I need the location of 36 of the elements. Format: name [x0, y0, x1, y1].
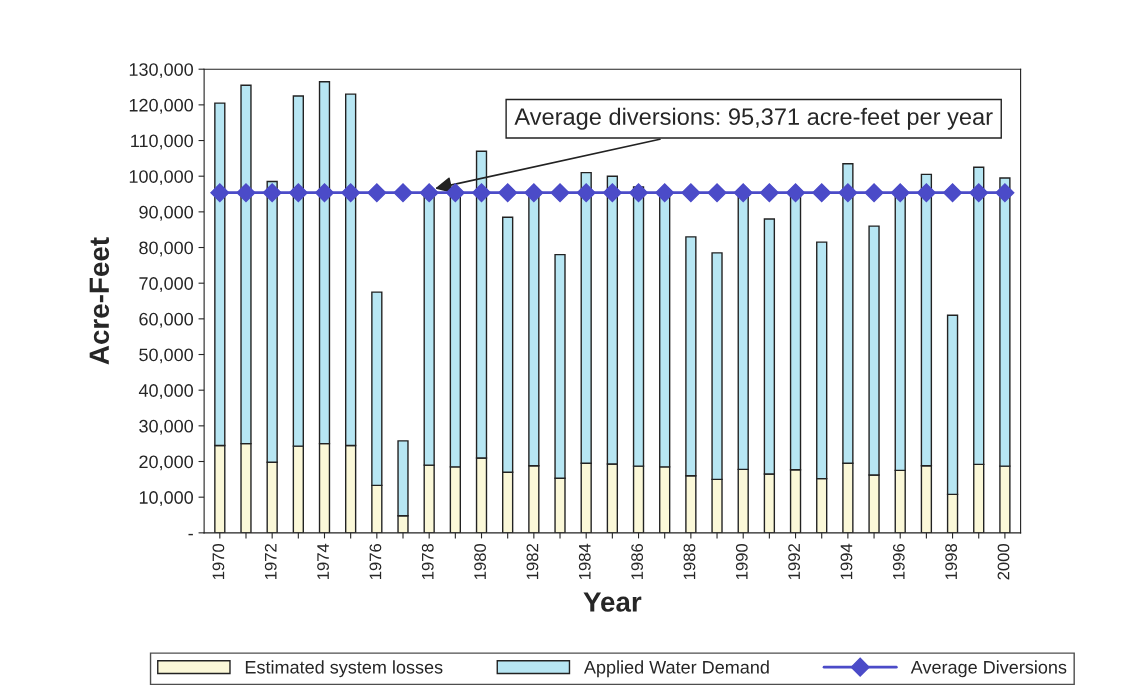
x-tick-label: 1970 — [212, 543, 225, 580]
x-tick-label: 1972 — [264, 544, 277, 580]
x-tick-label: 1992 — [788, 544, 801, 580]
x-tick-label: 1988 — [683, 543, 696, 580]
y-axis-title: Acre-Feet — [89, 237, 110, 365]
x-tick-label: 1990 — [735, 543, 748, 580]
y-tick-label: 130,000 — [129, 63, 193, 79]
y-tick-label: 100,000 — [129, 170, 193, 186]
y-tick-label: 110,000 — [131, 134, 193, 150]
y-tick-label: 10,000 — [139, 491, 193, 507]
y-tick-label: 80,000 — [139, 241, 193, 257]
x-tick-label: 1986 — [631, 543, 643, 580]
y-tick-label: 120,000 — [129, 98, 193, 114]
x-tick-label: 1980 — [474, 543, 486, 580]
legend-label: Applied Water Demand — [583, 660, 769, 678]
y-tick-label: 50,000 — [139, 348, 193, 364]
x-tick-label: 2000 — [997, 543, 1010, 580]
legend-label: Estimated system losses — [245, 660, 443, 678]
x-tick-label: 1978 — [421, 543, 434, 580]
x-tick-label: 1976 — [369, 543, 382, 580]
legend-label: Average Diversions — [910, 660, 1067, 678]
x-tick-label: 1994 — [840, 543, 853, 580]
x-tick-label: 1984 — [578, 543, 591, 580]
x-tick-label: 1982 — [526, 544, 539, 580]
y-tick-label: 30,000 — [139, 419, 193, 435]
y-tick-label: - — [188, 533, 193, 536]
x-tick-label: 1974 — [317, 543, 329, 580]
y-tick-label: 70,000 — [139, 277, 193, 293]
x-tick-label: 1996 — [892, 543, 905, 580]
y-tick-label: 90,000 — [139, 205, 193, 221]
x-axis-title: Year — [583, 592, 642, 612]
y-tick-label: 60,000 — [139, 312, 193, 328]
annotation: Average diversions: 95,371 acre-feet per year — [514, 107, 993, 130]
y-tick-label: 40,000 — [138, 384, 193, 400]
x-tick-label: 1998 — [945, 543, 958, 580]
y-tick-label: 20,000 — [139, 455, 193, 471]
